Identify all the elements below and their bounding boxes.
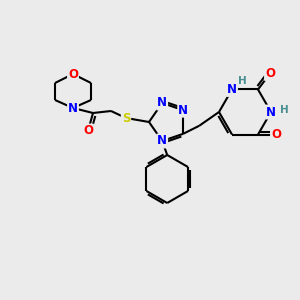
Text: N: N — [266, 106, 276, 118]
Text: N: N — [227, 83, 237, 96]
Text: H: H — [238, 76, 246, 86]
Text: O: O — [68, 68, 78, 80]
Text: N: N — [68, 101, 78, 115]
Text: N: N — [157, 134, 167, 148]
Text: N: N — [157, 97, 167, 110]
Text: S: S — [122, 112, 130, 124]
Text: O: O — [83, 124, 93, 137]
Text: O: O — [265, 67, 275, 80]
Text: H: H — [280, 105, 288, 115]
Text: O: O — [271, 128, 281, 141]
Text: N: N — [178, 104, 188, 117]
